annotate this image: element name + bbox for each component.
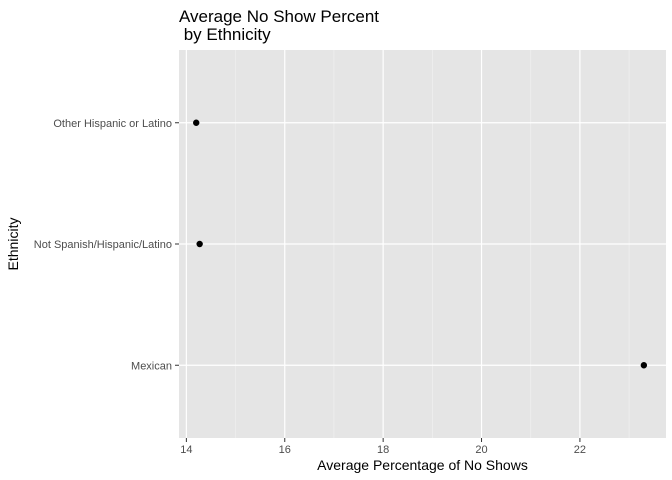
x-axis-ticks: 14 16 18 20 22 <box>180 438 586 456</box>
chart-title-line-1: Average No Show Percent <box>179 7 379 26</box>
data-point <box>196 240 203 248</box>
y-tick-label: Other Hispanic or Latino <box>53 118 172 130</box>
y-tick-label: Not Spanish/Hispanic/Latino <box>34 239 172 251</box>
x-tick-label: 22 <box>574 444 586 456</box>
chart-title-line-2: by Ethnicity <box>179 25 271 44</box>
grid-major <box>179 50 666 438</box>
data-point <box>193 119 200 126</box>
data-point <box>640 362 648 369</box>
x-tick-label: 14 <box>180 444 192 456</box>
y-tick-label: Mexican <box>131 360 172 372</box>
x-axis-title: Average Percentage of No Shows <box>317 457 528 473</box>
data-points <box>193 119 648 369</box>
y-axis-ticks: Mexican Not Spanish/Hispanic/Latino Other … <box>34 118 179 372</box>
y-axis-title: Ethnicity <box>5 218 21 271</box>
x-tick-label: 20 <box>475 444 487 456</box>
x-tick-label: 16 <box>279 444 291 456</box>
x-tick-label: 18 <box>377 444 389 456</box>
